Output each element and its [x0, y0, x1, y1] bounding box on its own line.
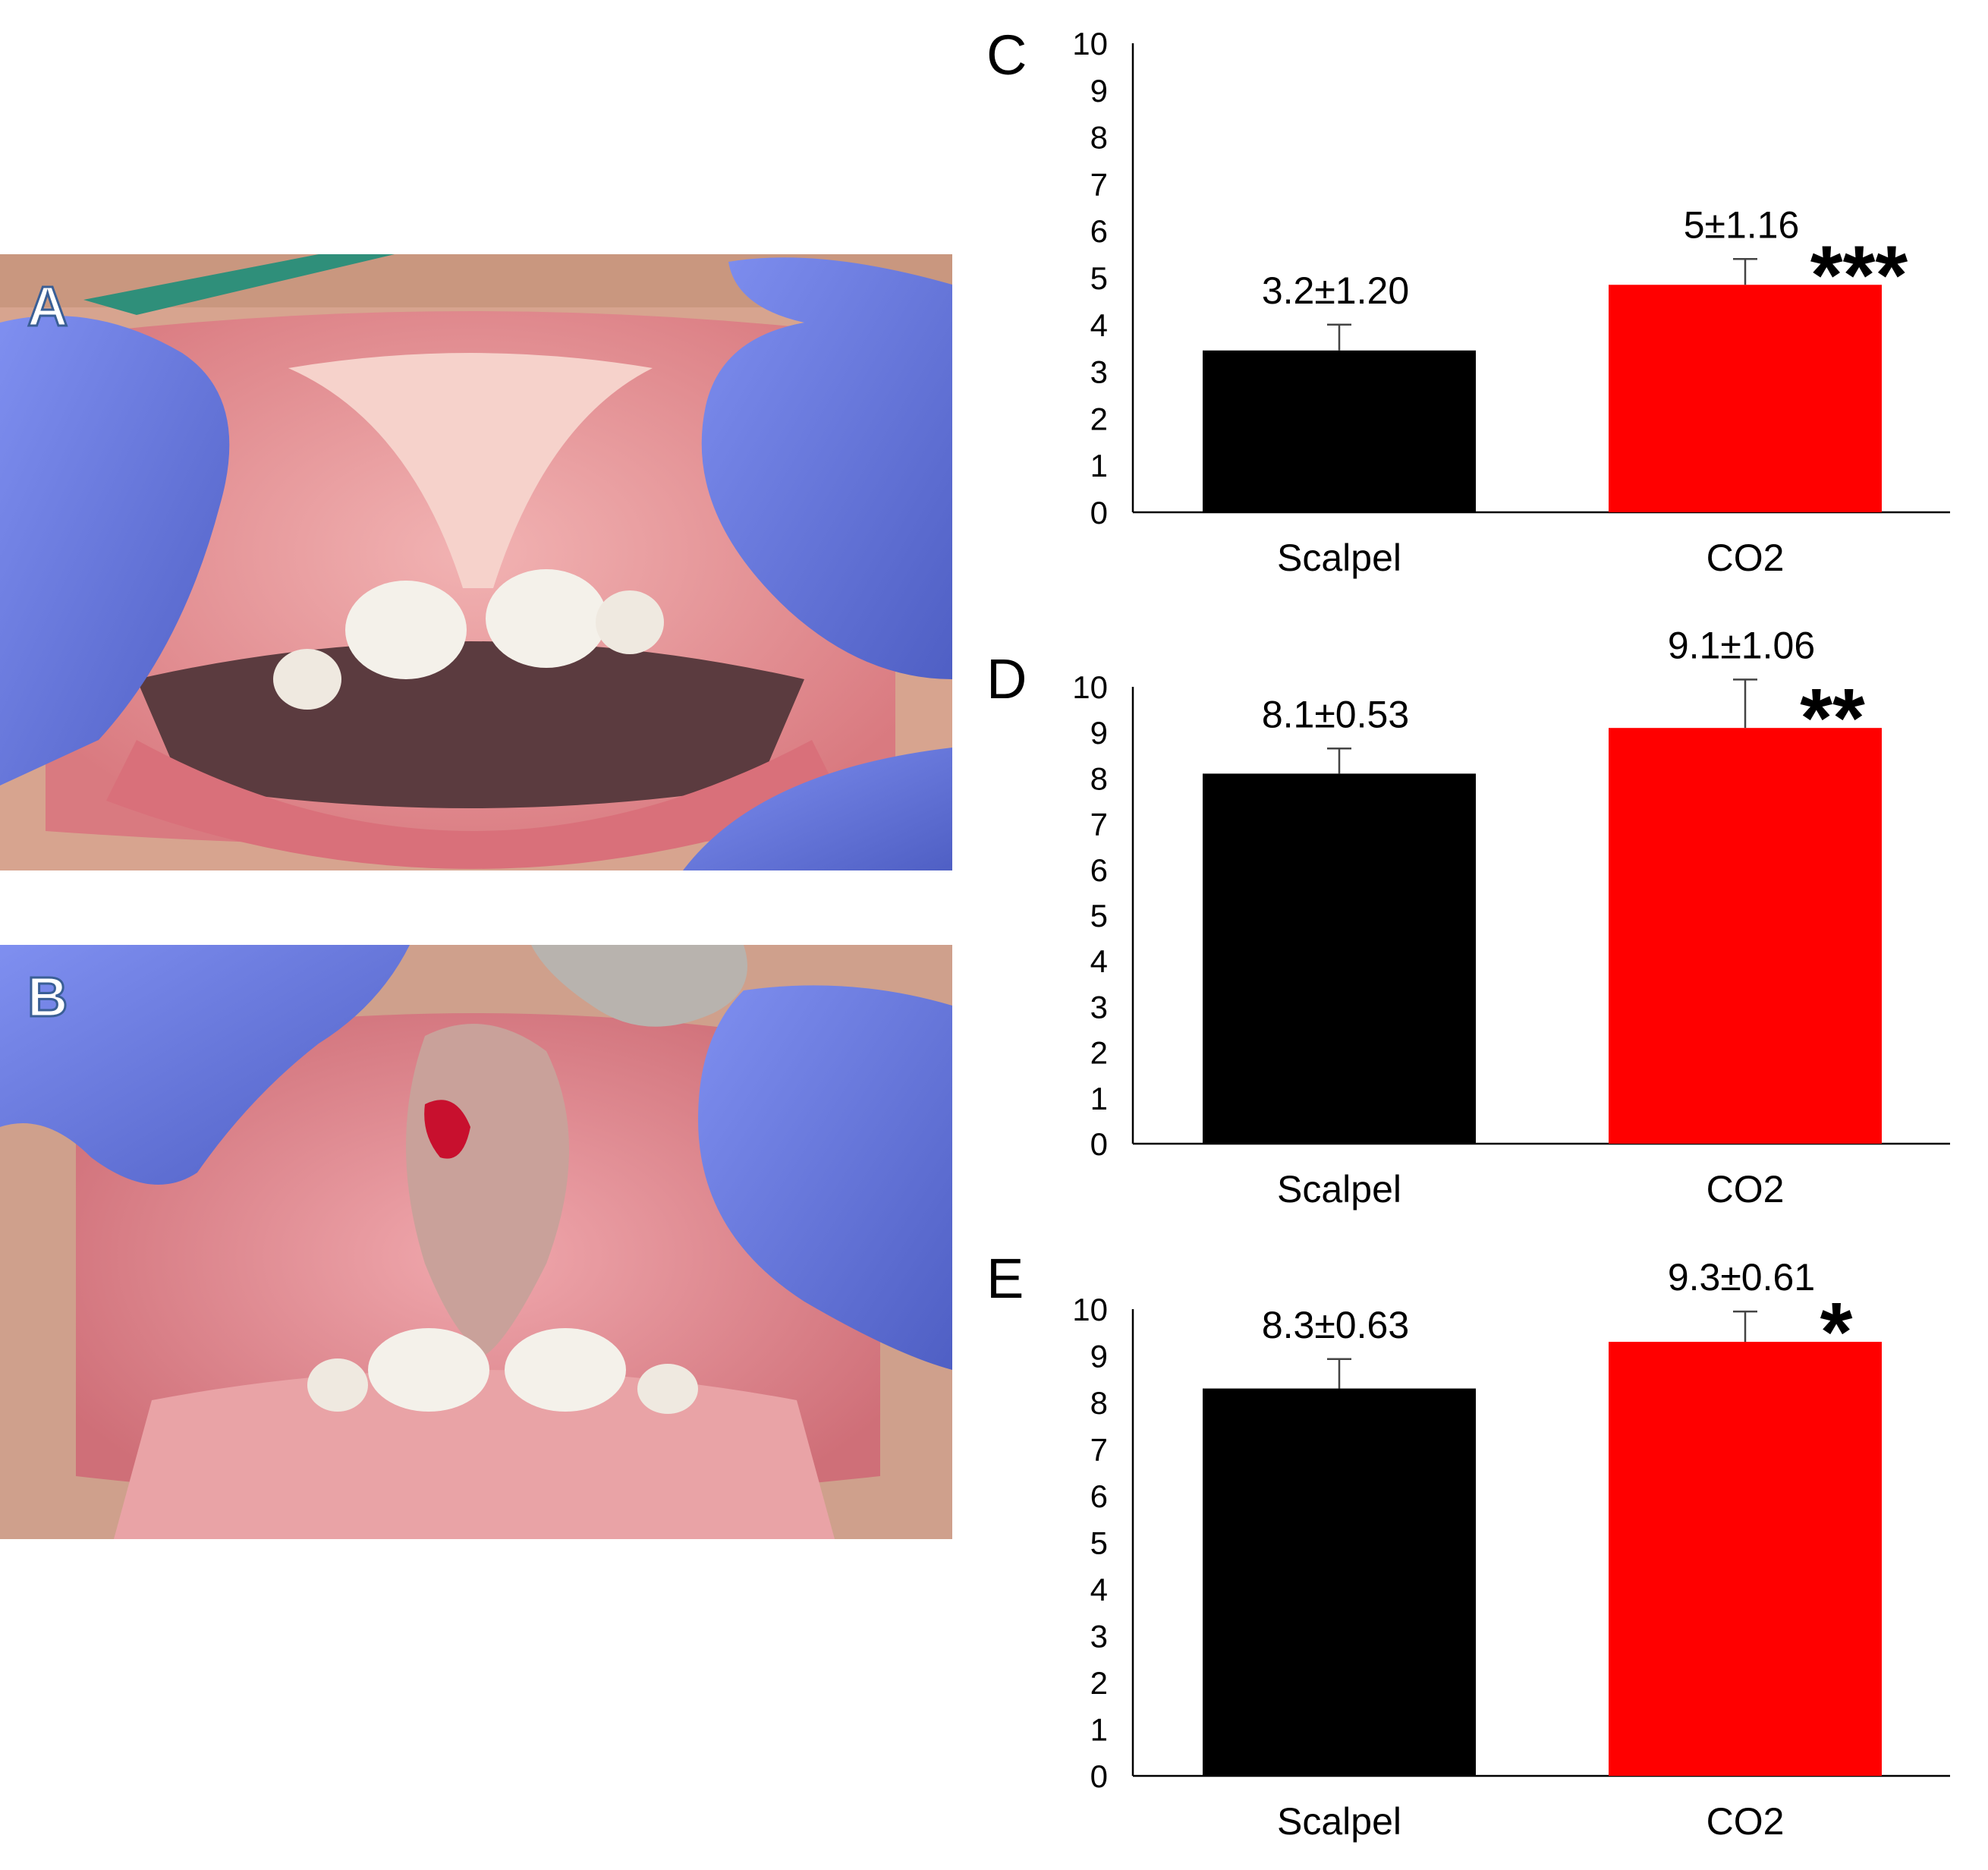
- significance-marker: ***: [1810, 228, 1908, 322]
- bleeding: [424, 1100, 470, 1159]
- y-tick-label: 4: [1090, 943, 1108, 979]
- y-tick-label: 9: [1090, 73, 1108, 109]
- panel-label-d: D: [986, 647, 1027, 710]
- charts-area: C0123456789103.2±1.20Scalpel5±1.16CO2***…: [986, 24, 1950, 1843]
- y-tick-label: 10: [1072, 669, 1108, 705]
- y-tick-label: 9: [1090, 1339, 1108, 1374]
- x-tick-label: CO2: [1706, 1168, 1785, 1210]
- data-label: 8.1±0.53: [1262, 693, 1409, 735]
- y-tick-label: 2: [1090, 1665, 1108, 1701]
- y-tick-label: 4: [1090, 1572, 1108, 1607]
- tooth: [368, 1328, 489, 1412]
- y-tick-label: 10: [1072, 1292, 1108, 1327]
- tooth: [345, 581, 467, 679]
- y-tick-label: 3: [1090, 1619, 1108, 1654]
- data-label: 5±1.16: [1684, 203, 1800, 246]
- photo-b-illustration: [0, 945, 952, 1539]
- panel-label-a: A: [26, 274, 68, 339]
- glove-right: [698, 985, 952, 1370]
- bar-co2: [1609, 285, 1882, 512]
- y-tick-label: 6: [1090, 852, 1108, 888]
- significance-marker: *: [1820, 1286, 1853, 1379]
- glove-left: [0, 945, 410, 1185]
- y-tick-label: 9: [1090, 715, 1108, 751]
- finger-tip: [531, 945, 747, 1027]
- frenum: [288, 353, 653, 588]
- x-tick-label: CO2: [1706, 537, 1785, 579]
- data-label: 9.1±1.06: [1668, 624, 1815, 666]
- lower-lip: [114, 1370, 835, 1539]
- bar-scalpel: [1203, 773, 1476, 1144]
- bar-scalpel: [1203, 1388, 1476, 1776]
- y-tick-label: 2: [1090, 401, 1108, 436]
- bar-co2: [1609, 1342, 1882, 1776]
- y-tick-label: 1: [1090, 1081, 1108, 1116]
- y-tick-label: 7: [1090, 1432, 1108, 1468]
- data-label: 8.3±0.63: [1262, 1304, 1409, 1346]
- y-tick-label: 1: [1090, 448, 1108, 483]
- lower-lip: [106, 740, 842, 869]
- photo-a-illustration: [0, 254, 952, 870]
- y-tick-label: 5: [1090, 898, 1108, 933]
- photo-a: A: [0, 254, 952, 870]
- x-tick-label: Scalpel: [1277, 1168, 1401, 1210]
- glove-left: [0, 316, 230, 785]
- y-tick-label: 7: [1090, 807, 1108, 842]
- y-tick-label: 3: [1090, 989, 1108, 1025]
- y-tick-label: 8: [1090, 120, 1108, 156]
- tooth: [486, 569, 607, 668]
- data-label: 3.2±1.20: [1262, 269, 1409, 312]
- panel-label-c: C: [986, 24, 1027, 87]
- y-tick-label: 1: [1090, 1712, 1108, 1748]
- y-tick-label: 5: [1090, 1525, 1108, 1561]
- surgical-drape: [83, 254, 395, 315]
- tooth: [307, 1358, 368, 1412]
- y-tick-label: 3: [1090, 354, 1108, 390]
- glove-right: [701, 257, 952, 679]
- tooth: [273, 649, 341, 710]
- y-tick-label: 8: [1090, 1385, 1108, 1421]
- tooth: [596, 590, 664, 654]
- y-tick-label: 0: [1090, 1758, 1108, 1794]
- y-tick-label: 5: [1090, 260, 1108, 296]
- panel-label-e: E: [986, 1247, 1024, 1310]
- y-tick-label: 0: [1090, 495, 1108, 530]
- y-tick-label: 0: [1090, 1126, 1108, 1162]
- bar-co2: [1609, 728, 1882, 1144]
- panel-label-b: B: [26, 965, 68, 1030]
- y-tick-label: 6: [1090, 213, 1108, 249]
- y-tick-label: 6: [1090, 1478, 1108, 1514]
- significance-marker: **: [1800, 672, 1865, 765]
- y-tick-label: 4: [1090, 307, 1108, 343]
- tooth: [637, 1364, 698, 1414]
- tooth: [505, 1328, 626, 1412]
- x-tick-label: Scalpel: [1277, 537, 1401, 579]
- oral-cavity: [137, 641, 804, 808]
- data-label: 9.3±0.61: [1668, 1256, 1815, 1299]
- x-tick-label: CO2: [1706, 1800, 1785, 1843]
- y-tick-label: 2: [1090, 1035, 1108, 1071]
- y-tick-label: 7: [1090, 166, 1108, 202]
- glove-bottom-right: [683, 748, 952, 870]
- y-tick-label: 8: [1090, 760, 1108, 796]
- x-tick-label: Scalpel: [1277, 1800, 1401, 1843]
- y-tick-label: 10: [1072, 26, 1108, 61]
- photo-b: B: [0, 945, 952, 1539]
- bar-scalpel: [1203, 350, 1476, 512]
